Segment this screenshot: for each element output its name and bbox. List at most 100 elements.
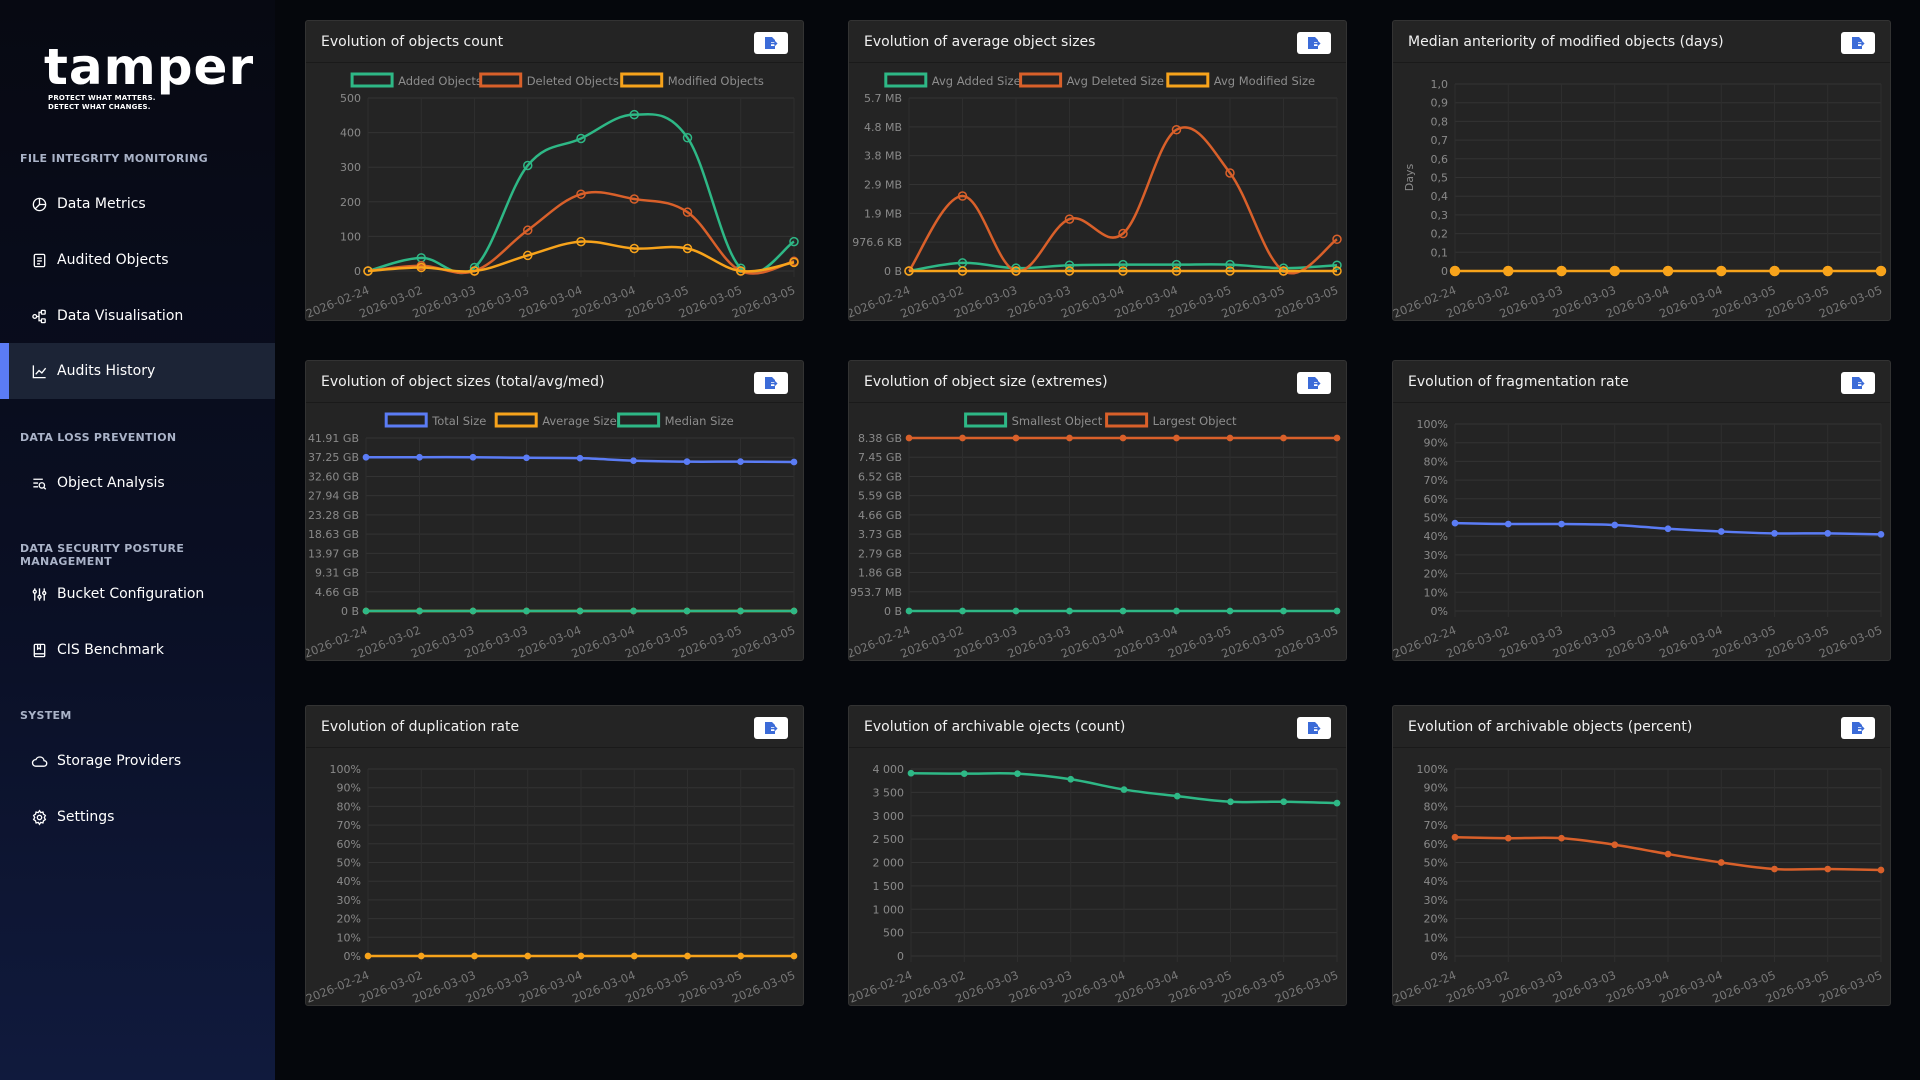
y-tick-label: 6.52 GB [858, 470, 902, 483]
export-button[interactable] [754, 372, 788, 394]
legend-item[interactable]: Median Size [619, 414, 734, 428]
sidebar-item-cis-benchmark[interactable]: CIS Benchmark [0, 622, 275, 678]
chart-card-c3: Median anteriority of modified objects (… [1392, 20, 1891, 321]
legend-item[interactable]: Avg Deleted Size [1021, 74, 1164, 88]
y-tick-label: 500 [340, 92, 361, 105]
legend-item[interactable]: Added Objects [352, 74, 482, 88]
y-tick-label: 50% [1424, 512, 1448, 525]
data-point [578, 953, 583, 958]
data-point [908, 771, 913, 776]
data-point [962, 771, 967, 776]
legend-item[interactable]: Largest Object [1107, 414, 1237, 428]
data-point [577, 456, 582, 461]
data-point [1772, 866, 1777, 871]
chart-card-c4: Evolution of object sizes (total/avg/med… [305, 360, 804, 661]
y-tick-label: 4.66 GB [858, 509, 902, 522]
data-point [1068, 777, 1073, 782]
data-point [1504, 267, 1513, 276]
legend-item[interactable]: Avg Added Size [886, 74, 1021, 88]
logo-tagline-2: DETECT WHAT CHANGES. [48, 103, 254, 112]
chart-title: Evolution of object sizes (total/avg/med… [321, 374, 604, 390]
y-axis-label: Days [1403, 164, 1416, 192]
sidebar-item-bucket-configuration[interactable]: Bucket Configuration [0, 566, 275, 622]
data-point [1506, 836, 1511, 841]
sidebar-item-object-analysis[interactable]: Object Analysis [0, 455, 275, 511]
export-button[interactable] [1297, 32, 1331, 54]
sidebar-item-audits-history[interactable]: Audits History [0, 343, 275, 399]
chart-card-c8: Evolution of archivable ojects (count) 0 5… [848, 705, 1347, 1006]
sidebar-item-data-visualisation[interactable]: Data Visualisation [0, 288, 275, 344]
y-tick-label: 0,7 [1431, 134, 1449, 147]
chart-card-c1: Evolution of objects count Added Objects D… [305, 20, 804, 321]
data-point [1015, 771, 1020, 776]
data-point [1878, 532, 1883, 537]
data-point [472, 953, 477, 958]
y-tick-label: 0,5 [1431, 172, 1449, 185]
y-tick-label: 70% [1424, 474, 1448, 487]
export-button[interactable] [1841, 372, 1875, 394]
legend-item[interactable]: Modified Objects [622, 74, 764, 88]
card-header: Evolution of fragmentation rate [1393, 361, 1890, 403]
y-tick-label: 300 [340, 161, 361, 174]
logo-word: tamper [44, 42, 254, 92]
nav-section-dlp: DATA LOSS PREVENTION [20, 431, 176, 444]
export-icon [763, 376, 779, 390]
y-tick-label: 60% [1424, 838, 1448, 851]
data-point [632, 953, 637, 958]
y-tick-label: 0 B [341, 605, 359, 618]
sidebar-item-audited-objects[interactable]: Audited Objects [0, 232, 275, 288]
data-point [1719, 529, 1724, 534]
chart-svg: 00,10,20,30,40,50,60,70,80,91,02026-02-2… [1393, 64, 1890, 320]
legend-item[interactable]: Deleted Objects [481, 74, 619, 88]
export-button[interactable] [1297, 372, 1331, 394]
data-point [1717, 267, 1726, 276]
sidebar-item-label: Storage Providers [57, 753, 181, 769]
data-point [631, 458, 636, 463]
sidebar-item-storage-providers[interactable]: Storage Providers [0, 733, 275, 789]
legend-item[interactable]: Average Size [496, 414, 617, 428]
legend-item[interactable]: Smallest Object [966, 414, 1103, 428]
data-point [363, 608, 368, 613]
data-point [1227, 608, 1232, 613]
data-point [631, 608, 636, 613]
y-tick-label: 500 [883, 927, 904, 940]
data-point [960, 608, 965, 613]
y-tick-label: 976.6 KB [852, 236, 902, 249]
export-button[interactable] [1297, 717, 1331, 739]
data-point [1451, 267, 1460, 276]
legend-item[interactable]: Total Size [386, 414, 486, 428]
sidebar-item-data-metrics[interactable]: Data Metrics [0, 176, 275, 232]
nav-section-fim: FILE INTEGRITY MONITORING [20, 152, 208, 165]
data-point [417, 455, 422, 460]
data-point [1506, 521, 1511, 526]
data-point [1120, 435, 1125, 440]
y-tick-label: 10% [1424, 931, 1448, 944]
data-point [906, 435, 911, 440]
tamper-logo[interactable]: tamper PROTECT WHAT MATTERS. DETECT WHAT… [44, 42, 254, 112]
export-button[interactable] [754, 717, 788, 739]
legend-item[interactable]: Avg Modified Size [1168, 74, 1315, 88]
export-button[interactable] [754, 32, 788, 54]
y-tick-label: 3.8 MB [864, 150, 902, 163]
y-tick-label: 40% [337, 875, 361, 888]
y-tick-label: 5.59 GB [858, 490, 902, 503]
data-point [1067, 435, 1072, 440]
y-tick-label: 2.9 MB [864, 179, 902, 192]
y-tick-label: 3 000 [873, 810, 905, 823]
data-point [1665, 851, 1670, 856]
y-tick-label: 0,6 [1431, 153, 1449, 166]
y-tick-label: 0 [354, 265, 361, 278]
export-button[interactable] [1841, 32, 1875, 54]
legend-label: Smallest Object [1012, 414, 1103, 428]
card-header: Evolution of archivable ojects (count) [849, 706, 1346, 748]
sidebar-item-settings[interactable]: Settings [0, 789, 275, 845]
legend-label: Avg Deleted Size [1067, 74, 1164, 88]
data-point [1452, 521, 1457, 526]
export-button[interactable] [1841, 717, 1875, 739]
data-point [365, 953, 370, 958]
y-tick-label: 100 [340, 230, 361, 243]
data-point [1664, 267, 1673, 276]
card-header: Evolution of object sizes (total/avg/med… [306, 361, 803, 403]
data-point [960, 435, 965, 440]
pie-chart-icon [30, 195, 48, 213]
